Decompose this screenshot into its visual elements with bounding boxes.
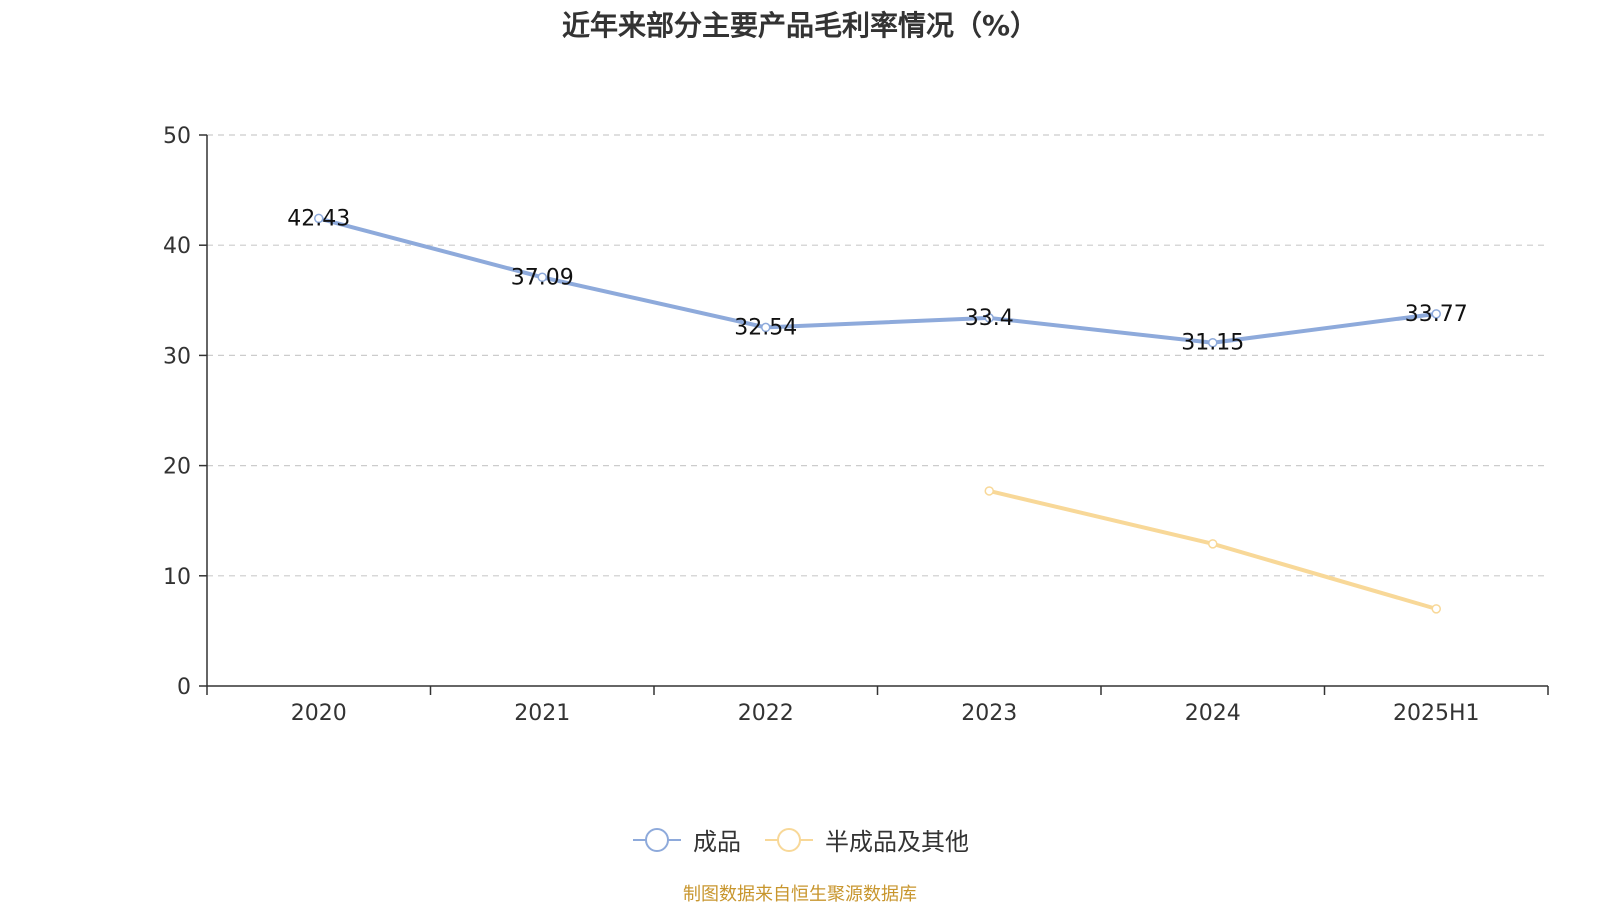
x-tick-label: 2025H1: [1393, 701, 1480, 726]
data-label: 37.09: [511, 265, 574, 290]
data-point[interactable]: [984, 486, 994, 496]
data-label: 33.77: [1405, 302, 1468, 327]
data-point[interactable]: [1431, 604, 1441, 614]
data-point[interactable]: [1431, 309, 1441, 319]
data-label: 42.43: [287, 206, 350, 231]
legend-label: 半成品及其他: [825, 828, 969, 856]
legend-label: 成品: [693, 828, 741, 856]
x-tick-label: 2024: [1185, 701, 1241, 726]
y-tick-label: 20: [163, 455, 191, 480]
series-line-2: [987, 488, 1439, 611]
data-point[interactable]: [1208, 337, 1218, 348]
y-tick-label: 10: [163, 565, 191, 590]
legend-line-circle-icon: [633, 827, 681, 852]
legend-item-series-1[interactable]: 成品: [631, 822, 741, 857]
data-label: 33.4: [965, 306, 1014, 331]
y-tick-label: 0: [177, 675, 191, 700]
legend-line-circle-icon: [765, 827, 813, 852]
x-tick-label: 2021: [514, 701, 570, 726]
x-tick-label: 2023: [961, 701, 1017, 726]
legend: 成品 半成品及其他: [0, 822, 1600, 857]
x-tick-label: 2022: [738, 701, 794, 726]
data-point[interactable]: [984, 313, 994, 323]
y-tick-label: 50: [163, 124, 191, 149]
data-label: 31.15: [1181, 331, 1244, 356]
chart-title: 近年来部分主要产品毛利率情况（%）: [561, 9, 1039, 42]
data-point[interactable]: [314, 213, 324, 224]
data-label: 32.54: [734, 315, 797, 340]
y-tick-label: 30: [163, 344, 191, 369]
legend-item-series-2[interactable]: 半成品及其他: [763, 822, 969, 857]
x-tick-label: 2020: [291, 701, 347, 726]
y-tick-label: 40: [163, 234, 191, 259]
data-point[interactable]: [537, 272, 547, 283]
data-point[interactable]: [761, 322, 771, 333]
series-line-1: [316, 216, 1439, 345]
data-point[interactable]: [1208, 539, 1218, 549]
source-note: 制图数据来自恒生聚源数据库: [683, 884, 917, 905]
